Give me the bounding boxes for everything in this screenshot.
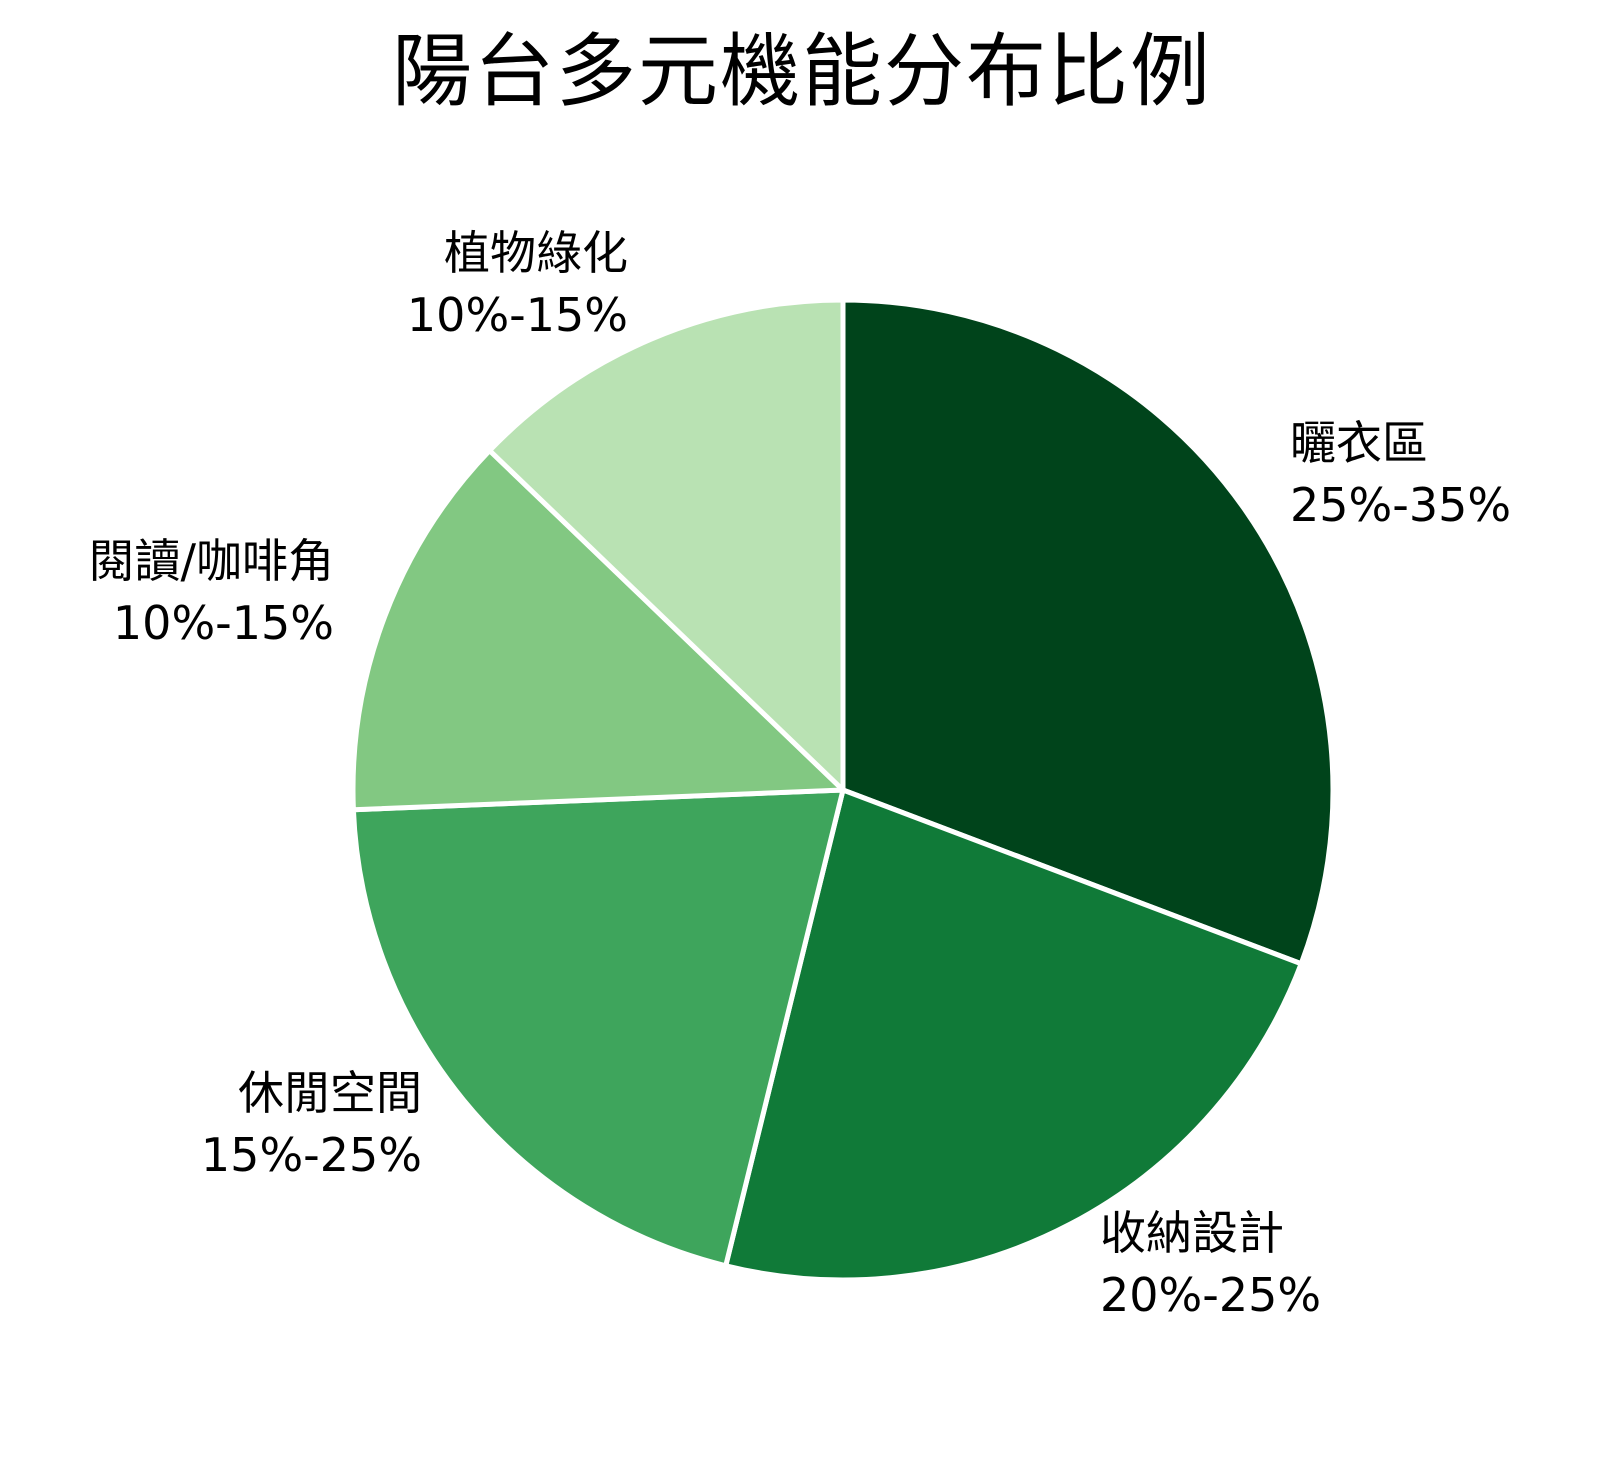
slice-label-name: 植物綠化 <box>444 226 628 280</box>
pie-slice-1 <box>723 787 1304 1283</box>
slice-label-laundry: 曬衣區 25%-35% <box>1290 412 1511 536</box>
slice-label-percent: 10%-15% <box>406 288 628 342</box>
chart-title: 陽台多元機能分布比例 <box>392 25 1212 118</box>
pie-slice-4 <box>487 297 846 793</box>
slice-label-name: 閱讀/咖啡角 <box>88 534 335 588</box>
slice-label-reading-coffee: 閱讀/咖啡角 10%-15% <box>89 530 335 654</box>
slice-label-storage: 收納設計 20%-25% <box>1100 1202 1321 1326</box>
slice-label-name: 曬衣區 <box>1290 416 1428 470</box>
pie-slices <box>350 297 1336 1283</box>
slice-label-name: 收納設計 <box>1100 1206 1284 1260</box>
pie-slice-2 <box>350 787 846 1269</box>
pie-slice-0 <box>840 297 1336 967</box>
slice-label-percent: 10%-15% <box>112 596 334 650</box>
slice-label-name: 休閒空間 <box>238 1066 422 1120</box>
slice-label-percent: 25%-35% <box>1290 478 1512 532</box>
pie-slice-3 <box>350 448 846 813</box>
slice-label-plants: 植物綠化 10%-15% <box>407 222 628 346</box>
slice-label-leisure: 休閒空間 15%-25% <box>201 1062 422 1186</box>
slice-label-percent: 20%-25% <box>1100 1268 1322 1322</box>
slice-label-percent: 15%-25% <box>200 1128 422 1182</box>
